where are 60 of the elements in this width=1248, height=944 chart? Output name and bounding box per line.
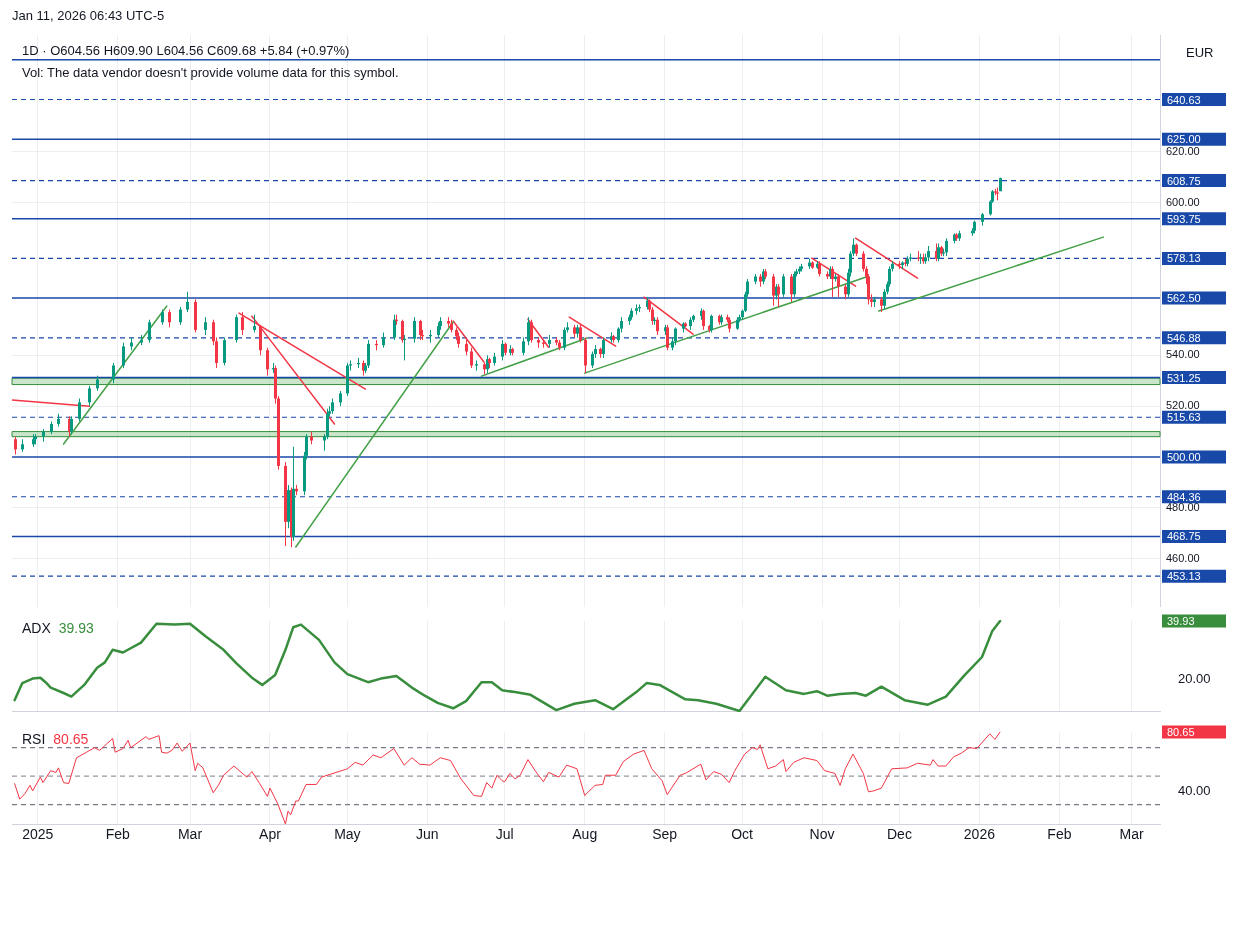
- ref-line-label: 484.36: [1167, 490, 1201, 503]
- y-tick-label: 460.00: [1166, 551, 1200, 564]
- ref-line-label: 640.63: [1167, 93, 1201, 106]
- ref-line-label: 468.75: [1167, 530, 1201, 543]
- x-tick-label: Jul: [495, 826, 514, 843]
- candlestick: [367, 339, 370, 369]
- x-tick-label: Nov: [809, 826, 835, 843]
- y-tick-label: 620.00: [1166, 144, 1200, 157]
- x-tick-label: Mar: [177, 826, 203, 843]
- ref-line-label: 500.00: [1167, 451, 1201, 464]
- x-tick-label: May: [334, 826, 361, 843]
- x-tick-label: 2025: [22, 826, 54, 843]
- ref-line-label: 608.75: [1167, 174, 1201, 187]
- candlestick: [88, 385, 91, 407]
- text: EUR: [1186, 45, 1214, 61]
- ref-line-label: 546.88: [1167, 331, 1201, 344]
- x-tick-label: Jun: [416, 826, 439, 843]
- annotation: 39.93: [58, 619, 95, 636]
- candlestick: [78, 398, 81, 422]
- candlestick: [148, 319, 151, 344]
- candlestick: [790, 273, 793, 303]
- text: 20.00: [1178, 671, 1211, 687]
- candlestick: [223, 337, 226, 366]
- x-tick-label: Sep: [652, 826, 678, 843]
- candlestick: [112, 362, 115, 384]
- ref-line-label: 578.13: [1167, 252, 1201, 265]
- x-tick-label: Mar: [1119, 826, 1145, 843]
- annotation: 80.65: [53, 730, 89, 747]
- ref-line-label: 593.75: [1167, 212, 1201, 225]
- ref-line-label: 625.00: [1167, 133, 1201, 146]
- x-tick-label: 2026: [963, 826, 996, 843]
- candlestick: [122, 342, 125, 369]
- x-tick-label: Dec: [886, 826, 912, 843]
- ref-line-label: 453.13: [1167, 570, 1201, 583]
- x-tick-label: Oct: [731, 826, 754, 843]
- x-tick-label: Feb: [105, 826, 131, 843]
- text: 40.00: [1178, 783, 1211, 799]
- text: 39.93: [1167, 615, 1195, 628]
- text: Jan 11, 2026 06:43 UTC-5: [12, 8, 165, 24]
- ref-line-label: 531.25: [1167, 371, 1201, 384]
- text: 1D · O604.56 H609.90 L604.56 C609.68 +5.84 (+0.97%): [22, 43, 350, 59]
- text: ADX: [22, 619, 52, 636]
- x-tick-label: Feb: [1047, 826, 1072, 843]
- candlestick: [235, 314, 238, 344]
- x-tick-label: Apr: [259, 826, 282, 843]
- y-tick-label: 520.00: [1166, 399, 1200, 412]
- x-tick-label: Aug: [572, 826, 598, 843]
- ref-line-label: 515.63: [1167, 411, 1201, 424]
- series-label: RSI: [22, 730, 46, 747]
- y-tick-label: 540.00: [1166, 348, 1200, 361]
- ref-line-label: 562.50: [1167, 292, 1201, 305]
- candlestick: [186, 291, 189, 313]
- text: 80.65: [1167, 726, 1195, 739]
- candlestick: [266, 347, 269, 377]
- candlestick: [782, 273, 785, 298]
- y-tick-label: 480.00: [1166, 500, 1200, 513]
- y-tick-label: 600.00: [1166, 195, 1200, 208]
- candlestick: [563, 326, 566, 351]
- annotation: Vol: The data vendor doesn't provide volume data for this symbol.: [22, 65, 399, 81]
- candlestick: [413, 316, 416, 344]
